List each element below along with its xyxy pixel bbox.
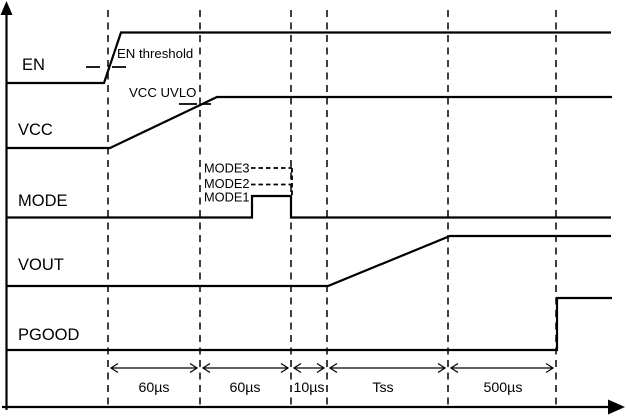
en-waveform (6, 31, 611, 85)
time-axis-arrowhead-icon (608, 399, 625, 415)
vcc-waveform (6, 95, 612, 150)
mode2-label: MODE2 (204, 176, 250, 191)
pgood-waveform (6, 296, 612, 352)
signal-label-mode: MODE (18, 192, 68, 210)
mode1-label: MODE1 (204, 190, 250, 205)
signal-label-en: EN (22, 56, 45, 74)
mode3-label: MODE3 (204, 161, 250, 176)
timing-arrow-interval-2 (201, 362, 290, 374)
timing-label-2: 60µs (229, 380, 260, 396)
vcc-uvlo-label: VCC UVLO (129, 85, 196, 100)
en-threshold-label: EN threshold (117, 46, 193, 61)
timing-arrow-interval-3 (292, 362, 326, 374)
timing-arrow-interval-1 (109, 362, 199, 374)
signal-label-vcc: VCC (18, 121, 53, 139)
vout-waveform (6, 234, 611, 288)
timing-label-3: 10µs (293, 380, 324, 396)
signal-label-pgood: PGOOD (18, 326, 80, 344)
timing-label-1: 60µs (138, 380, 169, 396)
timing-arrow-interval-4 (328, 362, 447, 374)
y-axis-arrowhead-icon (0, 1, 13, 15)
signal-label-vout: VOUT (18, 256, 64, 274)
timing-label-5: 500µs (484, 380, 523, 396)
timing-arrow-interval-5 (449, 362, 555, 374)
timing-label-4: Tss (372, 380, 393, 396)
mode-waveform (6, 194, 611, 219)
